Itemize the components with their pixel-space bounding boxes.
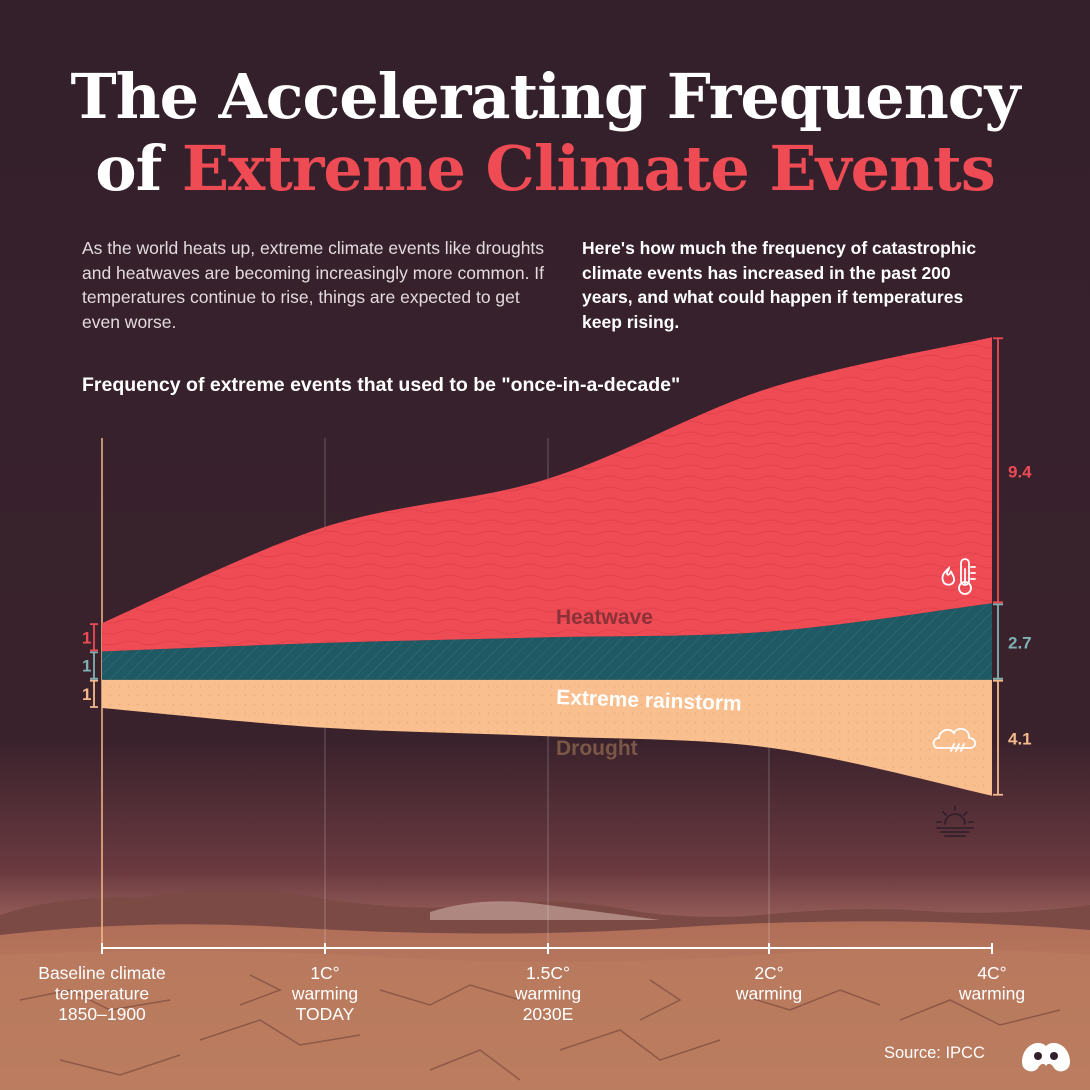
- start-bracket: [90, 623, 98, 652]
- end-bracket: [993, 679, 1003, 796]
- logo-icon: [1022, 1042, 1070, 1072]
- chart-title: Frequency of extreme events that used to…: [82, 374, 681, 396]
- drought-sun-icon: [936, 805, 974, 837]
- x-tick-label: 2C°: [754, 963, 783, 983]
- x-tick-label: 1850–1900: [58, 1004, 146, 1024]
- area-texture-heatwave: [102, 337, 992, 652]
- end-value-label: 9.4: [1008, 462, 1032, 481]
- intro-left: As the world heats up, extreme climate e…: [82, 238, 545, 332]
- start-value-label: 1: [82, 657, 91, 676]
- x-tick-label: warming: [514, 984, 581, 1004]
- title-accent: Extreme Climate Events: [181, 132, 996, 205]
- x-axis: Baseline climatetemperature1850–19001C°w…: [38, 943, 1025, 1024]
- x-tick-label: 1C°: [310, 963, 339, 983]
- x-tick-label: 4C°: [977, 963, 1006, 983]
- series-label: Heatwave: [556, 606, 653, 629]
- area-texture-extreme-rainstorm: [102, 603, 992, 680]
- series-label: Drought: [556, 737, 638, 760]
- x-tick-label: Baseline climate: [38, 963, 165, 983]
- start-value-label: 1: [82, 628, 91, 647]
- x-tick-label: temperature: [55, 984, 149, 1004]
- x-tick-label: warming: [958, 984, 1025, 1004]
- title-prefix: of: [95, 132, 182, 205]
- rain-cloud-icon: [932, 727, 977, 752]
- page-title-line1: The Accelerating Frequency: [70, 60, 1020, 133]
- area-texture-drought: [102, 679, 992, 796]
- end-value-label: 2.7: [1008, 633, 1032, 652]
- x-tick-label: TODAY: [296, 1004, 355, 1024]
- start-bracket: [90, 651, 98, 680]
- start-bracket: [90, 679, 98, 708]
- desert-landscape: [0, 890, 1090, 1090]
- end-value-label: 4.1: [1008, 730, 1032, 749]
- x-tick-label: 1.5C°: [526, 963, 570, 983]
- end-bracket: [993, 603, 1003, 680]
- value-brackets: 1 4.1 1 2.7 1 9.4: [82, 337, 1032, 796]
- end-bracket: [993, 337, 1003, 604]
- start-value-label: 1: [82, 685, 91, 704]
- x-tick-label: warming: [735, 984, 802, 1004]
- area-series-group: [102, 337, 992, 796]
- x-tick-label: 2030E: [523, 1004, 574, 1024]
- page-title-line2: of Extreme Climate Events: [0, 130, 1090, 208]
- intro-right: Here's how much the frequency of catastr…: [582, 238, 977, 332]
- source-credit: Source: IPCC: [884, 1044, 985, 1062]
- x-tick-label: warming: [291, 984, 358, 1004]
- heat-thermometer-icon: [941, 558, 976, 595]
